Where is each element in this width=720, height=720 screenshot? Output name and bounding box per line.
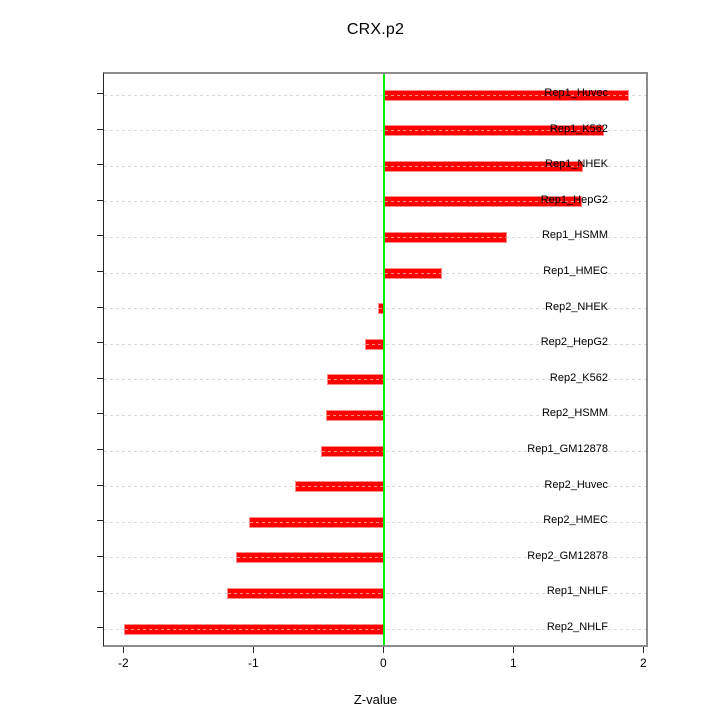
- row-gridline: [104, 308, 646, 310]
- row-gridline: [104, 165, 646, 167]
- y-axis-label: Rep1_GM12878: [527, 443, 608, 455]
- y-axis-label: Rep2_NHEK: [545, 300, 608, 313]
- bar-gridline-overlay: [295, 486, 384, 488]
- y-axis-label: Rep2_NHLF: [546, 621, 608, 633]
- x-axis-title: Z-value: [353, 692, 398, 707]
- x-axis-tick: [383, 647, 385, 653]
- x-axis-tick-label: -1: [248, 656, 259, 670]
- y-axis-label: Rep2_GM12878: [527, 549, 608, 562]
- y-axis-tick: [97, 271, 103, 272]
- y-axis-label: Rep1_Huvec: [544, 87, 608, 99]
- bar-gridline-overlay: [385, 201, 581, 203]
- x-axis-tick: [513, 647, 515, 653]
- x-axis-tick-label: 1: [510, 656, 517, 670]
- x-axis-tick-label: 0: [380, 656, 387, 670]
- y-axis-tick: [97, 413, 103, 415]
- x-axis-tick: [253, 647, 255, 653]
- row-gridline: [104, 272, 646, 274]
- row-gridline: [104, 236, 646, 238]
- bar-gridline-overlay: [378, 308, 384, 310]
- y-axis-tick: [97, 93, 103, 94]
- y-axis-label: Rep1_HepG2: [540, 193, 608, 206]
- y-axis-label: Rep1_HMEC: [543, 265, 608, 277]
- bar: [327, 374, 385, 386]
- x-axis-tick-label: -2: [118, 656, 129, 670]
- y-axis-tick: [97, 164, 103, 166]
- bar-gridline-overlay: [328, 379, 384, 381]
- bar-gridline-overlay: [385, 130, 604, 132]
- bar: [384, 267, 442, 279]
- y-axis-tick: [97, 555, 103, 557]
- plot-area: [103, 72, 648, 647]
- bar-gridline-overlay: [228, 592, 384, 594]
- bar-gridline-overlay: [385, 94, 628, 96]
- row-gridline: [104, 94, 646, 96]
- bar: [364, 338, 385, 350]
- bar-gridline-overlay: [365, 343, 384, 345]
- bar-gridline-overlay: [250, 521, 384, 523]
- x-axis-tick: [123, 647, 125, 653]
- y-axis-tick: [97, 627, 103, 628]
- bar: [294, 481, 385, 493]
- plot-inner: [104, 74, 646, 645]
- x-axis-tick: [643, 647, 645, 653]
- bar-gridline-overlay: [237, 557, 384, 559]
- y-axis-tick: [97, 306, 103, 308]
- x-axis-tick-label: 2: [640, 656, 647, 670]
- y-axis-tick: [97, 449, 103, 450]
- y-axis-label: Rep2_Huvec: [544, 478, 608, 491]
- bar: [325, 409, 385, 421]
- y-axis-label: Rep1_K562: [549, 122, 608, 135]
- y-axis-label: Rep1_NHLF: [546, 585, 608, 598]
- y-axis-label: Rep1_NHEK: [545, 158, 608, 171]
- bar: [236, 552, 385, 564]
- bar: [124, 623, 385, 635]
- y-axis-label: Rep2_HMEC: [543, 514, 608, 527]
- bar-gridline-overlay: [321, 450, 384, 452]
- y-axis-label: Rep1_HSMM: [541, 229, 608, 242]
- y-axis-label: Rep2_K562: [549, 371, 608, 384]
- row-gridline: [104, 130, 646, 132]
- bar: [227, 587, 385, 599]
- chart-title: CRX.p2: [346, 21, 405, 38]
- y-axis-tick: [97, 377, 103, 379]
- bar-gridline-overlay: [326, 414, 384, 416]
- y-axis-label: Rep2_HSMM: [541, 407, 608, 420]
- bar: [384, 231, 507, 243]
- bar-gridline-overlay: [125, 628, 384, 630]
- y-axis-tick: [97, 199, 103, 201]
- zero-reference-line: [383, 74, 386, 645]
- row-gridline: [104, 201, 646, 203]
- y-axis-tick: [97, 342, 103, 344]
- y-axis-tick: [97, 591, 103, 593]
- y-axis-tick: [97, 128, 103, 130]
- y-axis-label: Rep2_HepG2: [540, 336, 608, 349]
- y-axis-tick: [97, 235, 103, 237]
- bar-gridline-overlay: [385, 236, 506, 238]
- bar: [320, 445, 385, 457]
- bar: [249, 516, 385, 528]
- y-axis-tick: [97, 520, 103, 522]
- y-axis-tick: [97, 484, 103, 486]
- bar-gridline-overlay: [385, 165, 583, 167]
- bar-gridline-overlay: [385, 272, 441, 274]
